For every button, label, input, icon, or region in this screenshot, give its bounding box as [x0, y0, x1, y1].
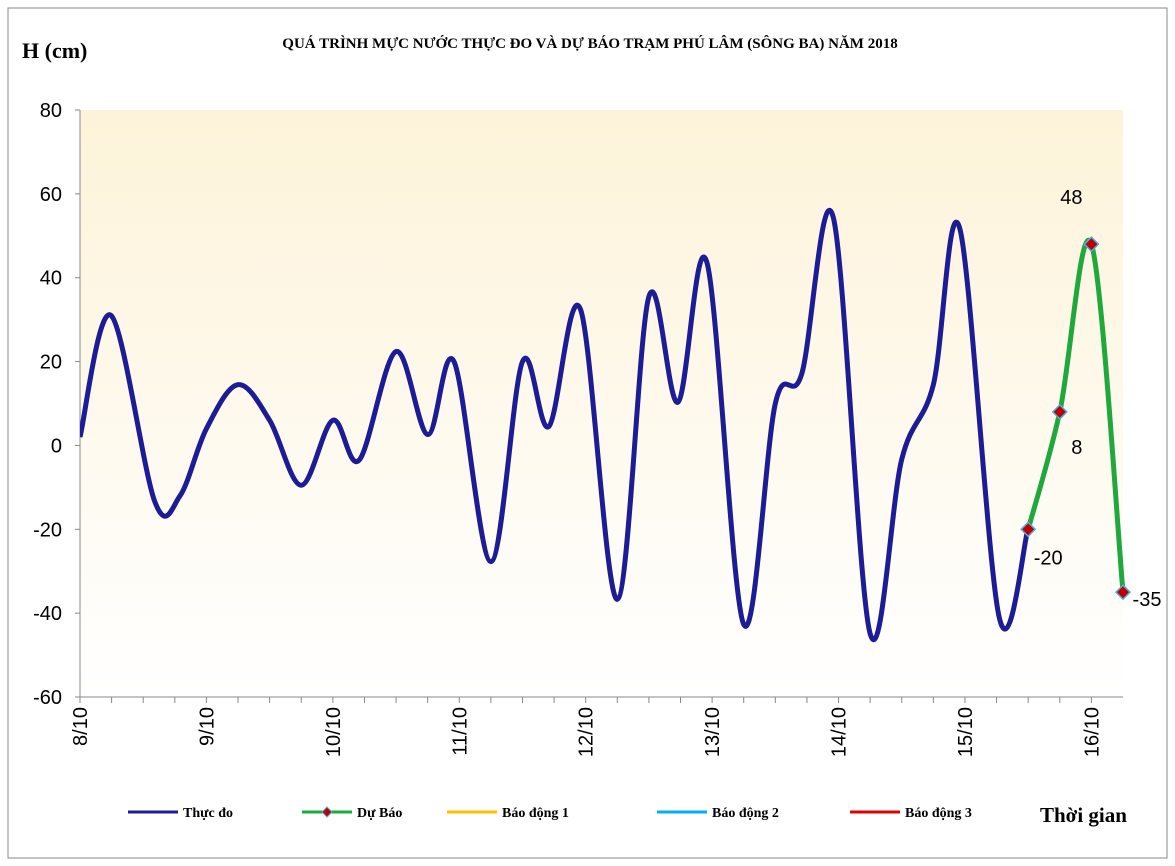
x-tick-label: 11/10: [449, 707, 471, 756]
data-label: -20: [1034, 547, 1063, 569]
legend-label: Báo động 2: [712, 806, 779, 821]
chart-title: QUÁ TRÌNH MỰC NƯỚC THỰC ĐO VÀ DỰ BÁO TRẠ…: [282, 35, 897, 52]
series-line: [1025, 238, 1125, 593]
x-tick-label: 15/10: [955, 707, 977, 757]
y-tick-label: -20: [33, 519, 62, 541]
x-tick-label: 8/10: [70, 707, 92, 746]
y-tick-label: 0: [51, 435, 62, 457]
x-tick-label: 9/10: [196, 707, 218, 746]
plot-area: [80, 110, 1123, 697]
series-line: [80, 207, 1031, 643]
x-tick-label: 12/10: [576, 707, 598, 757]
x-axis-label: Thời gian: [1040, 803, 1127, 827]
legend-marker: [321, 806, 333, 818]
marker: [1083, 236, 1100, 253]
marker: [1020, 521, 1037, 538]
y-axis-label: H (cm): [22, 38, 87, 63]
legend-label: Báo động 1: [502, 806, 569, 821]
y-tick-label: -60: [33, 687, 62, 709]
marker: [1051, 403, 1068, 420]
legend-label: Báo động 3: [905, 806, 972, 821]
legend-label: Dự Báo: [357, 806, 402, 821]
data-label: 48: [1060, 187, 1082, 209]
x-tick-label: 14/10: [829, 707, 851, 757]
y-tick-label: -40: [33, 603, 62, 625]
data-label: 8: [1071, 437, 1082, 459]
legend-label: Thực đo: [183, 806, 233, 821]
y-tick-label: 20: [40, 352, 62, 374]
y-tick-label: 80: [40, 100, 62, 122]
x-tick-label: 16/10: [1081, 707, 1103, 757]
y-tick-label: 40: [40, 268, 62, 290]
x-tick-label: 10/10: [323, 707, 345, 757]
x-tick-label: 13/10: [702, 707, 724, 757]
y-tick-label: 60: [40, 184, 62, 206]
data-label: -35: [1133, 589, 1162, 611]
marker: [1114, 584, 1132, 601]
